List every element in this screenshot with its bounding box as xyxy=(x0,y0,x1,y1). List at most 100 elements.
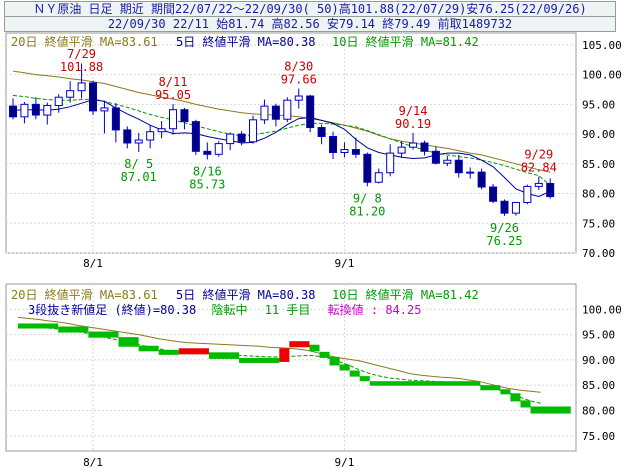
lower-info-count: 11 手目 xyxy=(265,303,311,317)
candle xyxy=(157,121,166,139)
peak-label-value: 82.84 xyxy=(521,161,557,175)
new-price-bar-down xyxy=(510,393,521,402)
candle-body xyxy=(523,185,532,203)
candle-body xyxy=(420,142,429,152)
candle-body xyxy=(454,159,463,174)
lower-x-tick-label: 9/1 xyxy=(335,456,355,469)
candle-body xyxy=(477,171,486,188)
lower-x-tick-label: 8/1 xyxy=(83,456,103,469)
candle-body xyxy=(260,105,269,121)
candle-body xyxy=(283,99,292,120)
candlesticks xyxy=(9,63,555,216)
new-price-bar-down xyxy=(520,400,531,408)
candle xyxy=(271,103,280,127)
lower-y-tick-label: 75.00 xyxy=(582,430,615,443)
candle-body xyxy=(89,82,98,112)
candle xyxy=(500,199,509,216)
candle xyxy=(420,140,429,156)
quote-bar: 22/09/30 22/11 始81.74 高82.56 安79.14 終79.… xyxy=(4,16,616,32)
peak-label-value: 95.05 xyxy=(155,88,191,102)
candle-body xyxy=(20,103,29,118)
candle-body xyxy=(249,119,258,143)
candle xyxy=(134,132,143,152)
new-price-bar-down xyxy=(500,389,511,395)
peak-label-value: 81.20 xyxy=(349,204,385,218)
new-price-bar-up xyxy=(178,348,209,355)
lower-y-tick-label: 100.00 xyxy=(582,303,622,316)
lower-panel: 8/1 9/1 100.00 95.00 90.00 85.00 80.00 75.00 2… xyxy=(5,283,622,469)
peak-label-date: 9/26 xyxy=(490,221,519,235)
lower-plot-area xyxy=(5,283,577,452)
candle xyxy=(237,131,246,146)
candle xyxy=(89,80,98,116)
candle-body xyxy=(511,201,520,214)
upper-y-tick-label: 85.00 xyxy=(582,158,615,171)
lower-y-tick-label: 85.00 xyxy=(582,379,615,392)
peak-label-date: 8/11 xyxy=(159,75,188,89)
candle xyxy=(9,98,17,120)
candle xyxy=(386,144,395,177)
lower-y-tick-label: 90.00 xyxy=(582,354,615,367)
candle xyxy=(20,101,29,124)
candle xyxy=(546,178,555,199)
candle xyxy=(340,142,349,158)
new-price-bar-down xyxy=(530,406,571,414)
lower-info-state: 陰転中 xyxy=(211,302,247,317)
lower-ma20-line xyxy=(17,316,541,393)
upper-y-tick-label: 90.00 xyxy=(582,128,615,141)
new-price-bars xyxy=(18,323,571,414)
candle xyxy=(31,97,40,120)
candle-body xyxy=(466,171,475,174)
upper-y-ticks: 105.00 100.00 95.00 90.00 85.00 80.00 75.00 70.… xyxy=(582,39,622,260)
candle-body xyxy=(431,150,440,164)
candle-body xyxy=(489,186,498,202)
candle xyxy=(306,94,315,133)
candle-body xyxy=(111,107,120,131)
candle xyxy=(363,152,372,187)
new-price-bar-up xyxy=(289,341,310,348)
candle xyxy=(294,88,303,109)
peak-label-date: 7/29 xyxy=(67,47,96,61)
upper-x-tick-label: 9/1 xyxy=(335,257,355,270)
candle-body xyxy=(546,182,555,198)
candle xyxy=(123,126,132,149)
candle-body xyxy=(66,90,75,98)
lower-y-tick-label: 95.00 xyxy=(582,329,615,342)
peak-label-date: 8/16 xyxy=(193,164,222,178)
candle-body xyxy=(146,131,155,141)
candle-body xyxy=(54,96,63,107)
peak-label-date: 8/ 5 xyxy=(124,157,153,171)
candle xyxy=(180,107,189,130)
peak-label-value: 97.66 xyxy=(281,73,317,87)
candle xyxy=(226,132,235,151)
peak-label-date: 9/14 xyxy=(399,104,428,118)
lower-legend-ma10: 10日 終値平滑 MA=81.42 xyxy=(332,287,479,302)
candle-body xyxy=(237,133,246,143)
new-price-bar-down xyxy=(319,351,330,358)
candle xyxy=(431,146,440,165)
candle xyxy=(54,94,63,113)
candle-body xyxy=(123,129,132,144)
upper-y-tick-label: 105.00 xyxy=(582,39,622,52)
candle-body xyxy=(374,172,383,183)
peak-label-value: 101.88 xyxy=(60,60,103,74)
lower-y-tick-label: 80.00 xyxy=(582,405,615,418)
candle xyxy=(214,141,223,157)
candle xyxy=(489,184,498,204)
upper-legend-ma10: 10日 終値平滑 MA=81.42 xyxy=(332,34,479,49)
candle xyxy=(409,132,418,150)
peak-label-value: 87.01 xyxy=(121,170,157,184)
candle-body xyxy=(294,95,303,101)
candle xyxy=(66,81,75,103)
candle-body xyxy=(134,139,143,144)
new-price-bar-down xyxy=(208,352,240,359)
candle xyxy=(249,115,258,144)
new-price-bar-down xyxy=(480,385,501,391)
candle-body xyxy=(534,182,543,187)
upper-y-tick-label: 95.00 xyxy=(582,98,615,111)
candle-body xyxy=(363,153,372,183)
candle xyxy=(191,119,200,155)
upper-x-ticks: 8/1 9/1 xyxy=(83,257,354,270)
candle-body xyxy=(77,82,86,92)
